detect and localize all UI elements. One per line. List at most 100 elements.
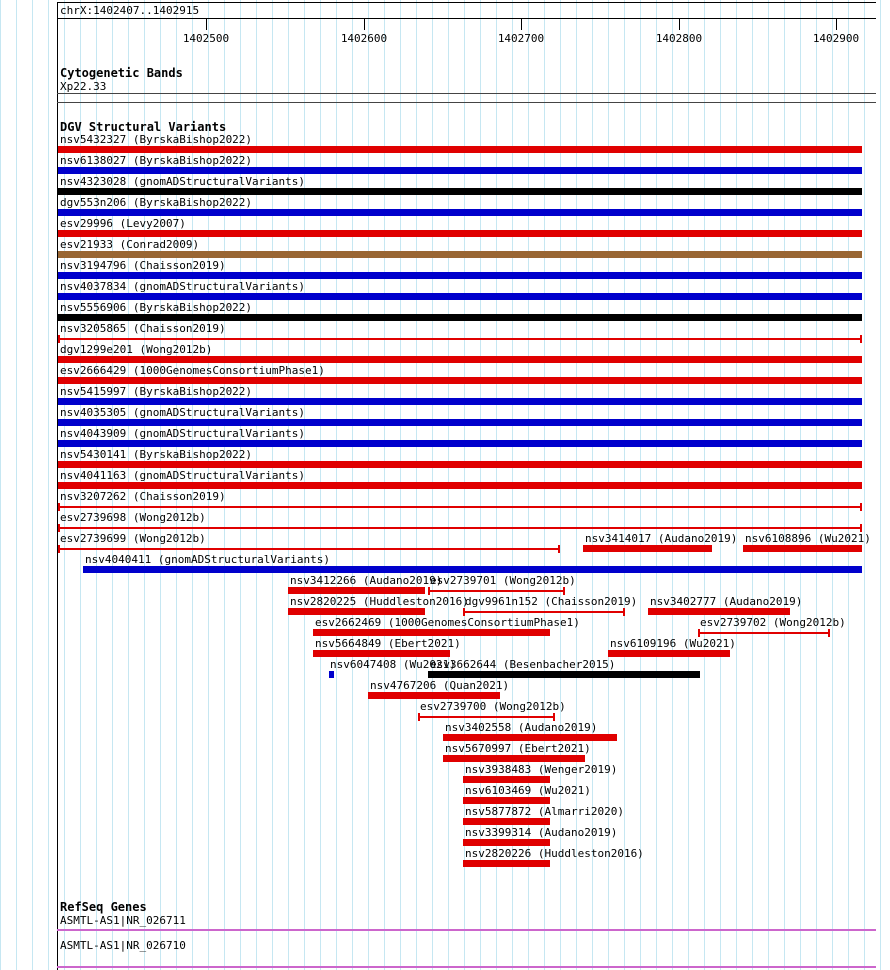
variant-label[interactable]: dgv553n206 (ByrskaBishop2022) bbox=[60, 196, 253, 209]
variant-bar[interactable] bbox=[58, 503, 862, 511]
variant-bar[interactable] bbox=[58, 482, 862, 489]
variant-bar[interactable] bbox=[58, 188, 862, 195]
variant-bar-line bbox=[428, 590, 565, 592]
variant-label[interactable]: nsv4037834 (gnomADStructuralVariants) bbox=[60, 280, 306, 293]
variant-bar[interactable] bbox=[329, 671, 334, 678]
variant-bar[interactable] bbox=[58, 335, 862, 343]
variant-bar[interactable] bbox=[463, 818, 550, 825]
variant-bar[interactable] bbox=[58, 167, 862, 174]
variant-bar[interactable] bbox=[313, 629, 550, 636]
variant-bar[interactable] bbox=[648, 608, 790, 615]
gene-label[interactable]: ASMTL-AS1|NR_026711 bbox=[60, 914, 186, 927]
variant-bar[interactable] bbox=[58, 251, 862, 258]
variant-label[interactable]: nsv2820225 (Huddleston2016) bbox=[290, 595, 469, 608]
variant-label[interactable]: esv2739700 (Wong2012b) bbox=[420, 700, 566, 713]
variant-label[interactable]: nsv4041163 (gnomADStructuralVariants) bbox=[60, 469, 306, 482]
variant-bar[interactable] bbox=[443, 755, 585, 762]
variant-bar[interactable] bbox=[608, 650, 730, 657]
variant-bar[interactable] bbox=[58, 461, 862, 468]
variant-bar[interactable] bbox=[58, 545, 560, 553]
variant-label[interactable]: nsv4035305 (gnomADStructuralVariants) bbox=[60, 406, 306, 419]
variant-bar-endcap bbox=[860, 503, 862, 511]
variant-bar[interactable] bbox=[58, 314, 862, 321]
variant-label[interactable]: nsv5877872 (Almarri2020) bbox=[465, 805, 624, 818]
variant-label[interactable]: nsv4323028 (gnomADStructuralVariants) bbox=[60, 175, 306, 188]
variant-bar[interactable] bbox=[418, 713, 555, 721]
variant-label[interactable]: dgv1299e201 (Wong2012b) bbox=[60, 343, 213, 356]
variant-bar[interactable] bbox=[58, 398, 862, 405]
variant-label[interactable]: nsv6109196 (Wu2021) bbox=[610, 637, 736, 650]
variant-bar[interactable] bbox=[368, 692, 500, 699]
ruler-tick bbox=[206, 19, 207, 30]
variant-label[interactable]: nsv6138027 (ByrskaBishop2022) bbox=[60, 154, 253, 167]
variant-label[interactable]: esv2662469 (1000GenomesConsortiumPhase1) bbox=[315, 616, 580, 629]
variant-label[interactable]: nsv3194796 (Chaisson2019) bbox=[60, 259, 226, 272]
variant-label[interactable]: esv2739701 (Wong2012b) bbox=[430, 574, 576, 587]
variant-bar[interactable] bbox=[463, 776, 550, 783]
variant-label[interactable]: nsv3412266 (Audano2019) bbox=[290, 574, 443, 587]
variant-label[interactable]: esv3662644 (Besenbacher2015) bbox=[430, 658, 616, 671]
variant-bar[interactable] bbox=[58, 440, 862, 447]
track-left-border bbox=[57, 2, 58, 970]
variant-label[interactable]: nsv5430141 (ByrskaBishop2022) bbox=[60, 448, 253, 461]
variant-bar[interactable] bbox=[58, 230, 862, 237]
variant-bar-line bbox=[418, 716, 555, 718]
gene-label[interactable]: ASMTL-AS1|NR_026710 bbox=[60, 939, 186, 952]
variant-label[interactable]: nsv5670997 (Ebert2021) bbox=[445, 742, 591, 755]
variant-label[interactable]: nsv6108896 (Wu2021) bbox=[745, 532, 871, 545]
variant-label[interactable]: dgv9961n152 (Chaisson2019) bbox=[465, 595, 638, 608]
variant-bar[interactable] bbox=[58, 272, 862, 279]
variant-bar[interactable] bbox=[463, 839, 550, 846]
variant-label[interactable]: nsv6047408 (Wu2021) bbox=[330, 658, 456, 671]
variant-label[interactable]: esv2739702 (Wong2012b) bbox=[700, 616, 846, 629]
variant-label[interactable]: nsv3938483 (Wenger2019) bbox=[465, 763, 618, 776]
ruler-top-line bbox=[57, 2, 876, 3]
variant-label[interactable]: nsv6103469 (Wu2021) bbox=[465, 784, 591, 797]
variant-label[interactable]: nsv2820226 (Huddleston2016) bbox=[465, 847, 644, 860]
variant-label[interactable]: nsv5556906 (ByrskaBishop2022) bbox=[60, 301, 253, 314]
variant-label[interactable]: esv2739699 (Wong2012b) bbox=[60, 532, 206, 545]
variant-bar[interactable] bbox=[428, 671, 700, 678]
variant-label[interactable]: nsv3402777 (Audano2019) bbox=[650, 595, 803, 608]
variant-label[interactable]: esv2739698 (Wong2012b) bbox=[60, 511, 206, 524]
variant-label[interactable]: esv2666429 (1000GenomesConsortiumPhase1) bbox=[60, 364, 325, 377]
variant-label[interactable]: nsv5432327 (ByrskaBishop2022) bbox=[60, 133, 253, 146]
variant-label[interactable]: nsv4043909 (gnomADStructuralVariants) bbox=[60, 427, 306, 440]
variant-bar-line bbox=[698, 632, 830, 634]
variant-bar[interactable] bbox=[83, 566, 862, 573]
variant-bar[interactable] bbox=[698, 629, 830, 637]
variant-label[interactable]: nsv4767206 (Quan2021) bbox=[370, 679, 510, 692]
variant-bar[interactable] bbox=[313, 650, 450, 657]
variant-bar[interactable] bbox=[58, 146, 862, 153]
variant-label[interactable]: nsv5415997 (ByrskaBishop2022) bbox=[60, 385, 253, 398]
refseq-genes-title: RefSeq Genes bbox=[60, 900, 147, 914]
gene-line[interactable] bbox=[57, 966, 876, 968]
variant-bar[interactable] bbox=[463, 608, 625, 616]
variant-label[interactable]: esv21933 (Conrad2009) bbox=[60, 238, 200, 251]
variant-bar[interactable] bbox=[288, 587, 425, 594]
variant-label[interactable]: nsv4040411 (gnomADStructuralVariants) bbox=[85, 553, 331, 566]
variant-bar[interactable] bbox=[428, 587, 565, 595]
variant-label[interactable]: nsv3402558 (Audano2019) bbox=[445, 721, 598, 734]
variant-bar[interactable] bbox=[443, 734, 617, 741]
variant-bar[interactable] bbox=[58, 293, 862, 300]
variant-label[interactable]: nsv3399314 (Audano2019) bbox=[465, 826, 618, 839]
variant-label[interactable]: nsv3205865 (Chaisson2019) bbox=[60, 322, 226, 335]
variant-bar[interactable] bbox=[58, 356, 862, 363]
variant-bar-line bbox=[463, 611, 625, 613]
variant-label[interactable]: esv29996 (Levy2007) bbox=[60, 217, 186, 230]
variant-bar[interactable] bbox=[463, 860, 550, 867]
variant-bar[interactable] bbox=[583, 545, 712, 552]
variant-label[interactable]: nsv3207262 (Chaisson2019) bbox=[60, 490, 226, 503]
variant-bar[interactable] bbox=[58, 524, 862, 532]
variant-bar[interactable] bbox=[58, 209, 862, 216]
variant-bar[interactable] bbox=[743, 545, 862, 552]
variant-bar[interactable] bbox=[288, 608, 425, 615]
variant-label[interactable]: nsv5664849 (Ebert2021) bbox=[315, 637, 461, 650]
variant-bar[interactable] bbox=[58, 377, 862, 384]
gene-line[interactable] bbox=[57, 929, 876, 931]
variant-bar[interactable] bbox=[463, 797, 550, 804]
variant-bar[interactable] bbox=[58, 419, 862, 426]
variant-label[interactable]: nsv3414017 (Audano2019) bbox=[585, 532, 738, 545]
